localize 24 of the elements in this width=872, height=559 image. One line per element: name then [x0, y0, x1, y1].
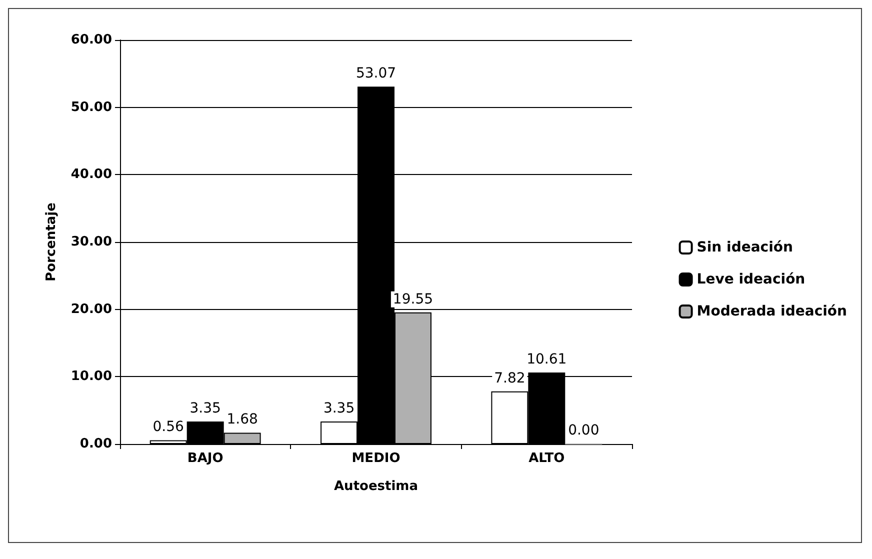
legend-label: Sin ideación — [696, 240, 793, 256]
x-tick-label: MEDIO — [352, 451, 400, 466]
y-tick-label: 40.00 — [70, 167, 112, 182]
data-label: 1.68 — [226, 412, 258, 428]
legend-label: Moderada ideación — [696, 304, 848, 320]
data-label: 53.07 — [356, 66, 396, 82]
y-tick-label: 60.00 — [70, 32, 112, 48]
data-label: 0.00 — [568, 422, 600, 438]
legend-label: Leve ideación — [696, 272, 806, 288]
y-tick-label: 20.00 — [70, 302, 112, 317]
data-label: 7.82 — [494, 370, 526, 386]
x-axis-title: Autoestima — [334, 479, 418, 494]
y-tick-label: 10.00 — [70, 369, 112, 384]
y-axis-title: Porcentaje — [44, 202, 59, 282]
data-label: 3.35 — [190, 400, 221, 416]
y-tick-label: 50.00 — [70, 100, 112, 115]
data-label: 3.35 — [323, 400, 355, 416]
x-tick-label: ALTO — [528, 451, 565, 466]
x-tick-label: BAJO — [187, 451, 224, 466]
y-tick-label: 0.00 — [80, 436, 112, 452]
data-label: 19.55 — [392, 291, 434, 308]
data-label: 0.56 — [152, 419, 184, 436]
y-tick-label: 30.00 — [70, 234, 112, 250]
data-label: 10.61 — [526, 352, 567, 368]
